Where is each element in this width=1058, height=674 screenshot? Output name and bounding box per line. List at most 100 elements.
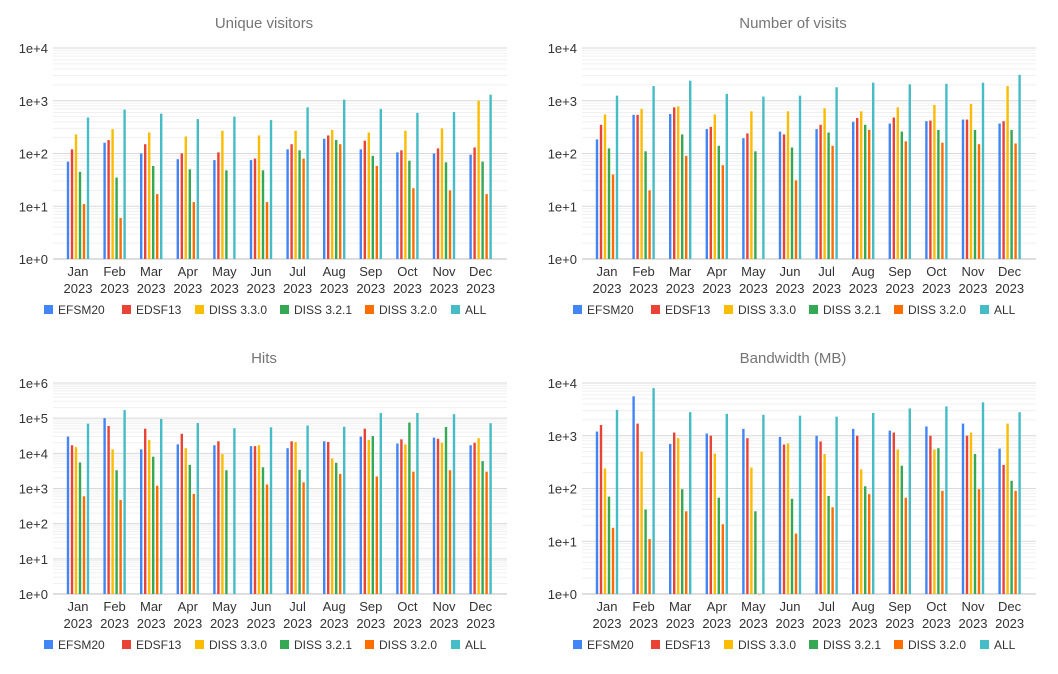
- x-tick-label-month: Dec: [469, 599, 493, 614]
- bar-diss-3-2-0: [375, 476, 378, 594]
- x-tick-label-year: 2023: [64, 616, 93, 631]
- legend-swatch: [809, 305, 818, 314]
- x-tick-label-year: 2023: [320, 281, 349, 296]
- bar-diss-3-2-1: [225, 170, 228, 259]
- bar-edsf13: [217, 441, 220, 594]
- x-tick-label-year: 2023: [849, 616, 878, 631]
- bar-diss-3-2-0: [904, 141, 907, 259]
- legend-swatch: [44, 640, 53, 649]
- y-tick-label: 1e+0: [548, 252, 577, 267]
- legend-label: EFSM20: [58, 638, 105, 652]
- y-tick-label: 1e+4: [548, 41, 577, 56]
- bar-diss-3-3-0: [603, 468, 607, 594]
- x-tick-label-month: Oct: [926, 599, 947, 614]
- bar-efsm20: [852, 428, 855, 594]
- bar-diss-3-2-1: [335, 462, 338, 594]
- x-tick-label-year: 2023: [356, 281, 385, 296]
- bar-diss-3-3-0: [367, 132, 370, 259]
- bar-diss-3-2-1: [298, 469, 301, 594]
- bar-edsf13: [599, 424, 603, 594]
- chart-title: Bandwidth (MB): [740, 350, 847, 367]
- bar-diss-3-2-1: [607, 148, 611, 259]
- bar-diss-3-2-0: [265, 202, 269, 259]
- bar-diss-3-3-0: [477, 100, 480, 259]
- bar-efsm20: [705, 129, 708, 259]
- bar-all: [872, 82, 875, 260]
- bar-all: [908, 84, 911, 259]
- x-tick-label-month: May: [212, 599, 237, 614]
- x-tick-label-year: 2023: [629, 616, 658, 631]
- bar-all: [762, 96, 765, 260]
- legend-label: DISS 3.2.1: [823, 638, 881, 652]
- legend-swatch: [280, 305, 289, 314]
- x-tick-label-month: Aug: [323, 264, 346, 279]
- bar-diss-3-3-0: [257, 135, 261, 259]
- bar-all: [689, 412, 692, 594]
- bar-diss-3-3-0: [257, 445, 261, 594]
- legend-label: EFSM20: [587, 638, 634, 652]
- y-tick-label: 1e+1: [548, 199, 577, 214]
- x-tick-label-month: Jun: [780, 264, 801, 279]
- bar-diss-3-3-0: [111, 129, 114, 259]
- bar-edsf13: [290, 144, 293, 259]
- legend-swatch: [122, 305, 131, 314]
- legend-label: DISS 3.2.0: [379, 303, 437, 317]
- legend-swatch: [980, 640, 989, 649]
- bar-diss-3-2-1: [371, 436, 374, 594]
- bar-diss-3-2-0: [412, 471, 415, 594]
- bar-diss-3-2-0: [648, 190, 651, 259]
- bar-diss-3-2-1: [78, 462, 82, 594]
- bar-all: [725, 413, 728, 594]
- bar-all: [86, 423, 90, 594]
- bar-efsm20: [961, 423, 965, 594]
- x-tick-label-year: 2023: [173, 616, 202, 631]
- bar-edsf13: [709, 126, 712, 260]
- bar-edsf13: [636, 114, 639, 259]
- bar-diss-3-2-0: [794, 533, 798, 594]
- legend-swatch: [44, 305, 53, 314]
- bar-all: [1018, 412, 1021, 594]
- bar-all: [725, 93, 728, 259]
- bar-diss-3-2-0: [82, 204, 86, 259]
- bar-diss-3-2-1: [681, 134, 684, 259]
- legend-swatch: [195, 305, 204, 314]
- bar-diss-3-3-0: [640, 108, 643, 259]
- bar-all: [379, 413, 382, 594]
- legend-label: ALL: [465, 638, 487, 652]
- bar-diss-3-3-0: [184, 136, 187, 259]
- legend-label: DISS 3.2.1: [294, 303, 352, 317]
- bar-diss-3-3-0: [677, 106, 680, 259]
- y-tick-label: 1e+4: [19, 446, 48, 461]
- bar-diss-3-3-0: [786, 111, 790, 260]
- bar-diss-3-2-0: [1014, 143, 1017, 259]
- bar-all: [452, 414, 456, 594]
- x-tick-label-month: Apr: [178, 264, 199, 279]
- legend-swatch: [122, 640, 131, 649]
- bar-diss-3-2-0: [941, 490, 944, 594]
- bar-diss-3-2-1: [790, 498, 794, 594]
- bar-edsf13: [892, 432, 895, 594]
- bar-diss-3-2-0: [977, 144, 981, 259]
- bar-efsm20: [961, 119, 965, 260]
- x-tick-label-month: May: [741, 599, 766, 614]
- y-tick-label: 1e+3: [19, 482, 48, 497]
- y-tick-label: 1e+0: [19, 252, 48, 267]
- bar-diss-3-3-0: [294, 130, 297, 259]
- bar-efsm20: [632, 396, 635, 594]
- bar-diss-3-2-1: [681, 489, 684, 594]
- bar-diss-3-2-1: [973, 454, 977, 594]
- bar-edsf13: [782, 134, 786, 259]
- bar-diss-3-2-0: [448, 190, 452, 259]
- bar-efsm20: [925, 426, 928, 594]
- bar-diss-3-2-1: [827, 132, 830, 259]
- legend-label: DISS 3.2.0: [379, 638, 437, 652]
- bar-diss-3-2-1: [717, 145, 720, 259]
- bar-diss-3-3-0: [933, 105, 936, 259]
- y-tick-label: 1e+1: [548, 534, 577, 549]
- legend-swatch: [894, 305, 903, 314]
- bar-diss-3-2-1: [152, 165, 155, 259]
- bar-edsf13: [363, 140, 366, 259]
- bar-diss-3-2-0: [302, 158, 305, 259]
- x-tick-label-month: Jan: [68, 264, 89, 279]
- bar-efsm20: [998, 123, 1001, 259]
